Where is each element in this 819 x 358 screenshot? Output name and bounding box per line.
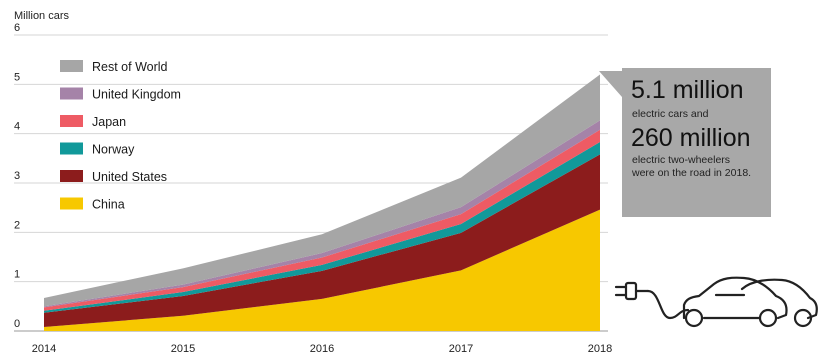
legend-swatch-united-kingdom — [60, 87, 83, 100]
legend-label-united-kingdom: United Kingdom — [92, 88, 181, 102]
x-tick-label: 2014 — [32, 343, 56, 355]
y-tick-label: 1 — [14, 269, 20, 281]
callout-headline-cars: 5.1 million — [631, 76, 744, 104]
legend-swatch-japan — [60, 115, 83, 127]
legend-label-china: China — [92, 198, 125, 212]
callout-box: 5.1 million electric cars and 260 millio… — [599, 68, 771, 217]
x-tick-label: 2015 — [171, 343, 195, 355]
legend-swatch-china — [60, 197, 83, 210]
callout-text-road: were on the road in 2018. — [631, 167, 751, 179]
legend-label-united-states: United States — [92, 170, 167, 184]
callout-background — [599, 68, 771, 217]
area-united-states — [44, 154, 600, 328]
series-areas — [44, 74, 600, 331]
legend-swatch-norway — [60, 142, 83, 155]
legend-label-rest-of-world: Rest of World — [92, 60, 168, 74]
y-tick-label: 5 — [14, 71, 20, 83]
y-axis-label: Million cars — [14, 10, 70, 22]
y-tick-label: 6 — [14, 22, 20, 34]
legend-label-japan: Japan — [92, 115, 126, 129]
ev-plug-cars-icon — [614, 276, 818, 328]
callout-headline-two-wheelers: 260 million — [631, 124, 751, 152]
y-tick-label: 3 — [14, 170, 20, 182]
legend: Rest of World United Kingdom Japan Norway Un… — [60, 60, 181, 212]
gridlines — [14, 34, 608, 332]
x-axis: 2014 2015 2016 2017 2018 — [32, 343, 612, 355]
callout-text-cars: electric cars and — [632, 108, 709, 120]
y-tick-label: 4 — [14, 121, 20, 133]
y-tick-label: 2 — [14, 219, 20, 231]
area-china — [44, 209, 600, 331]
y-axis: 0 1 2 3 4 5 6 — [14, 22, 20, 330]
callout-text-two-wheelers: electric two-wheelers — [632, 154, 730, 166]
legend-label-norway: Norway — [92, 143, 135, 157]
legend-swatch-united-states — [60, 170, 83, 182]
x-tick-label: 2016 — [310, 343, 334, 355]
y-tick-label: 0 — [14, 318, 20, 330]
x-tick-label: 2018 — [588, 343, 612, 355]
legend-swatch-rest-of-world — [60, 60, 83, 72]
x-tick-label: 2017 — [449, 343, 473, 355]
